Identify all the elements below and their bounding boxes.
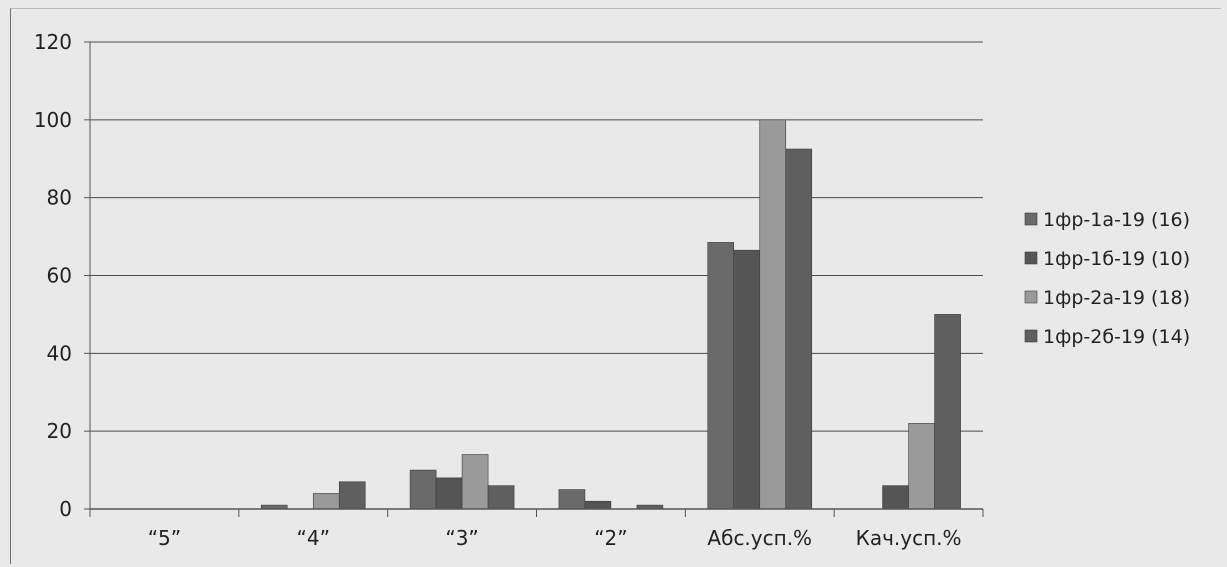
y-tick-label: 20: [47, 419, 72, 443]
x-tick-label: “4”: [297, 526, 330, 550]
y-tick-label: 60: [47, 264, 72, 288]
legend-label: 1фр-1б-19 (10): [1043, 248, 1190, 270]
bar: [733, 249, 761, 510]
legend-label: 1фр-1а-19 (16): [1043, 209, 1190, 231]
bar: [435, 477, 463, 510]
bar: [785, 148, 813, 510]
bar: [558, 489, 586, 510]
bar: [882, 485, 909, 510]
legend-swatch: [1024, 251, 1038, 265]
y-tick-label: 40: [47, 341, 72, 365]
y-tick-label: 0: [59, 497, 72, 521]
bar: [584, 500, 612, 510]
x-tick-label: “5”: [148, 526, 181, 550]
legend-swatch: [1024, 329, 1038, 343]
chart-frame: [10, 8, 1221, 564]
bar: [461, 454, 489, 510]
x-tick-label: Абс.усп.%: [707, 526, 812, 550]
legend-label: 1фр-2б-19 (14): [1043, 326, 1190, 348]
x-tick-label: “2”: [594, 526, 627, 550]
bar: [707, 242, 735, 510]
x-tick-label: Кач.усп.%: [856, 526, 962, 550]
bar: [338, 481, 366, 510]
y-tick-label: 100: [34, 108, 72, 132]
bar: [409, 469, 437, 510]
bar: [312, 493, 340, 510]
y-tick-label: 120: [34, 30, 72, 54]
legend-swatch: [1024, 290, 1038, 304]
bar: [487, 485, 515, 510]
x-tick-label: “3”: [445, 526, 478, 550]
bar: [934, 314, 961, 510]
y-tick-label: 80: [47, 186, 72, 210]
bar: [908, 423, 935, 510]
bar: [759, 119, 787, 510]
legend-label: 1фр-2а-19 (18): [1043, 287, 1190, 309]
legend-swatch: [1024, 212, 1038, 226]
